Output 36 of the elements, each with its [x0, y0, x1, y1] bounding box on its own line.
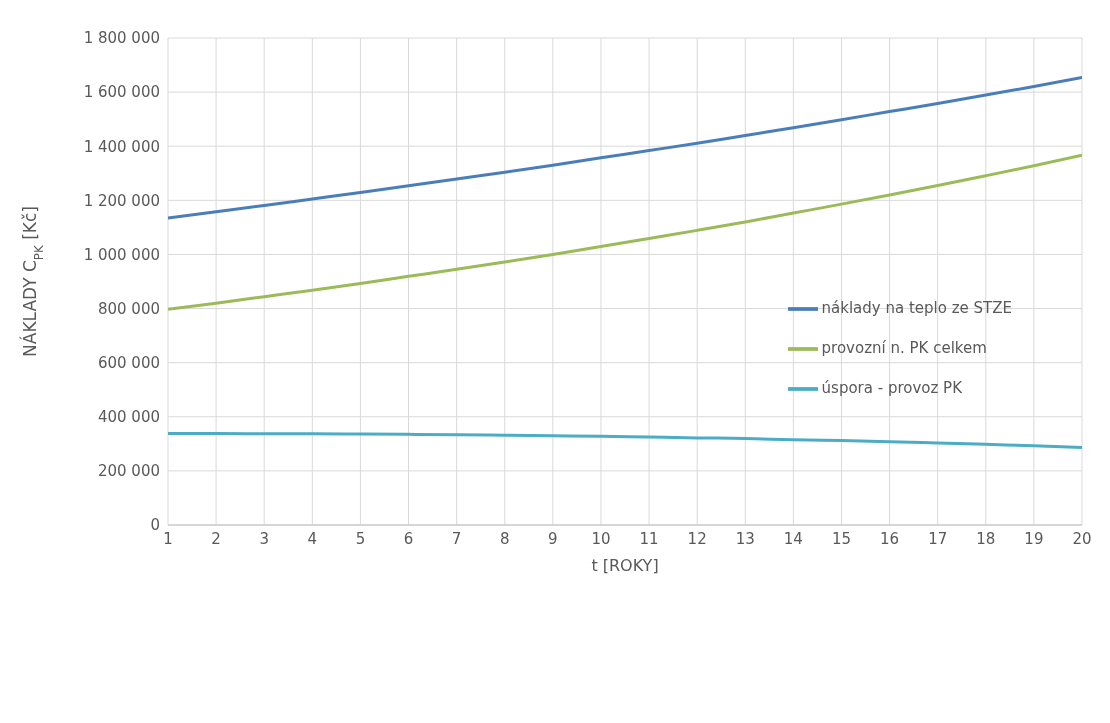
- y-tick-label: 800 000: [97, 299, 160, 318]
- line-series: [168, 76, 1082, 220]
- x-tick-label: 1: [163, 529, 173, 548]
- x-tick-label: 4: [307, 529, 318, 548]
- x-tick-label: 2: [211, 529, 221, 548]
- x-tick-label: 18: [976, 529, 996, 548]
- y-tick-label: 400 000: [97, 408, 160, 427]
- x-tick-label: 12: [687, 529, 707, 548]
- y-tick-label: 200 000: [97, 462, 160, 481]
- legend-label: provozní n. PK celkem: [821, 339, 987, 357]
- x-tick-label: 10: [591, 529, 611, 548]
- x-tick-label: 20: [1072, 529, 1092, 548]
- legend-label: úspora - provoz PK: [821, 379, 963, 397]
- x-tick-label: 16: [880, 529, 900, 548]
- x-tick-label: 5: [355, 529, 366, 548]
- y-tick-label: 1 600 000: [83, 83, 160, 102]
- x-tick-label: 11: [639, 529, 659, 548]
- y-tick-label: 1 800 000: [83, 29, 160, 48]
- x-tick-label: 6: [403, 529, 414, 548]
- y-tick-label: 1 000 000: [83, 245, 160, 264]
- y-tick-label: 600 000: [97, 353, 160, 372]
- y-tick-label: 1 400 000: [83, 137, 160, 156]
- y-tick-label: 1 200 000: [83, 191, 160, 210]
- x-tick-label: 3: [259, 529, 269, 548]
- y-tick-label: 0: [150, 516, 160, 535]
- x-axis-title: t [ROKY]: [591, 556, 659, 575]
- line-series: [168, 432, 1082, 450]
- x-tick-label: 19: [1024, 529, 1044, 548]
- x-tick-label: 17: [928, 529, 948, 548]
- x-tick-label: 13: [735, 529, 755, 548]
- legend-label: náklady na teplo ze STZE: [821, 299, 1012, 317]
- x-tick-label: 8: [499, 529, 510, 548]
- x-tick-label: 9: [548, 529, 558, 548]
- x-tick-label: 7: [451, 529, 462, 548]
- x-tick-label: 14: [783, 529, 803, 548]
- x-tick-label: 15: [831, 529, 852, 548]
